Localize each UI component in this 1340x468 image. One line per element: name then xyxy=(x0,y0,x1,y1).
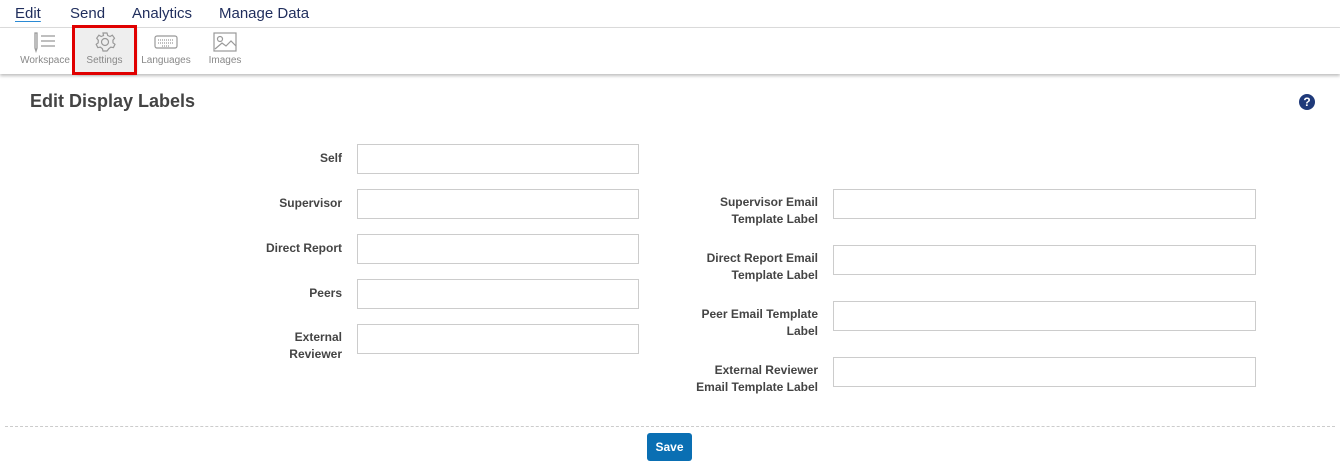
supervisor-email-template-input[interactable] xyxy=(833,189,1256,219)
toolbar-languages[interactable]: Languages xyxy=(139,28,193,72)
menu-edit[interactable]: Edit xyxy=(15,5,41,22)
save-button[interactable]: Save xyxy=(647,433,692,461)
help-icon[interactable]: ? xyxy=(1299,94,1315,110)
page-title: Edit Display Labels xyxy=(30,91,196,111)
direct-report-email-template-input[interactable] xyxy=(833,245,1256,275)
images-label: Images xyxy=(208,55,242,66)
divider xyxy=(5,426,1335,427)
label-peer-email: Peer Email Template Label xyxy=(701,307,819,338)
image-icon xyxy=(213,32,237,52)
toolbar: Workspace Settings Languages Images xyxy=(0,25,1340,75)
settings-label: Settings xyxy=(86,55,123,66)
external-reviewer-email-template-input[interactable] xyxy=(833,357,1256,387)
label-direct-report-email: Direct Report Email Template Label xyxy=(706,251,818,282)
label-peers: Peers xyxy=(309,286,342,300)
toolbar-settings[interactable]: Settings xyxy=(72,25,137,75)
menu-send[interactable]: Send xyxy=(70,5,106,22)
toolbar-workspace[interactable]: Workspace xyxy=(18,28,72,72)
toolbar-images[interactable]: Images xyxy=(203,28,247,72)
label-supervisor: Supervisor xyxy=(279,196,342,210)
keyboard-icon xyxy=(154,35,178,49)
workspace-icon xyxy=(34,32,55,53)
supervisor-input[interactable] xyxy=(357,189,639,219)
label-external-reviewer: External Reviewer xyxy=(289,330,342,361)
gear-icon xyxy=(94,32,116,52)
direct-report-input[interactable] xyxy=(357,234,639,264)
menu-analytics[interactable]: Analytics xyxy=(132,5,193,22)
languages-label: Languages xyxy=(141,55,191,66)
peers-input[interactable] xyxy=(357,279,639,309)
external-reviewer-input[interactable] xyxy=(357,324,639,354)
workspace-label: Workspace xyxy=(20,55,70,66)
self-input[interactable] xyxy=(357,144,639,174)
top-menu: Edit Send Analytics Manage Data xyxy=(0,0,1340,28)
label-supervisor-email: Supervisor Email Template Label xyxy=(719,195,818,226)
label-external-reviewer-email: External Reviewer Email Template Label xyxy=(696,363,818,394)
peer-email-template-input[interactable] xyxy=(833,301,1256,331)
menu-manage-data[interactable]: Manage Data xyxy=(219,5,310,22)
label-self: Self xyxy=(319,151,342,165)
label-direct-report: Direct Report xyxy=(265,241,342,255)
